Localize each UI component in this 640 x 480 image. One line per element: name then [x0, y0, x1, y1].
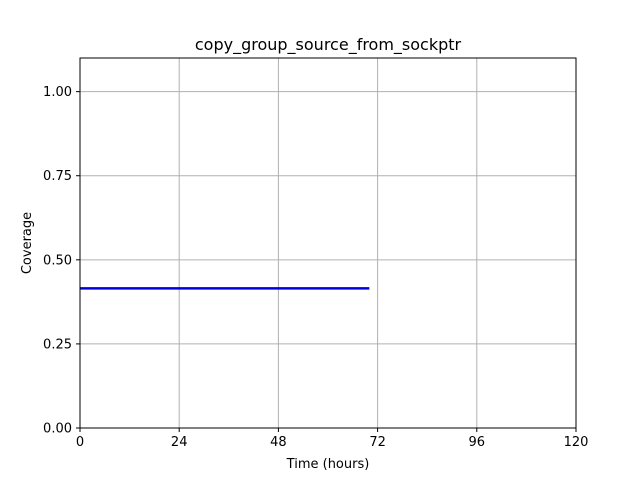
y-axis-ticks: 0.00 0.25 0.50 0.75 1.00 [43, 85, 80, 437]
x-tick-label: 24 [171, 435, 188, 450]
x-tick-label: 120 [564, 435, 589, 450]
y-axis-label: Coverage [20, 212, 35, 274]
plot-area-frame [79, 57, 577, 429]
x-axis-label: Time (hours) [286, 457, 370, 472]
x-tick-label: 48 [270, 435, 287, 450]
chart-title: copy_group_source_from_sockptr [195, 35, 462, 55]
y-tick-label: 0.25 [43, 337, 72, 352]
x-axis-ticks: 0 24 48 72 96 120 [76, 428, 589, 450]
y-tick-label: 0.50 [43, 253, 72, 268]
y-tick-label: 1.00 [43, 85, 72, 100]
x-tick-label: 0 [76, 435, 84, 450]
y-tick-label: 0.00 [43, 422, 72, 437]
x-tick-label: 72 [369, 435, 386, 450]
y-tick-label: 0.75 [43, 169, 72, 184]
x-tick-label: 96 [469, 435, 486, 450]
